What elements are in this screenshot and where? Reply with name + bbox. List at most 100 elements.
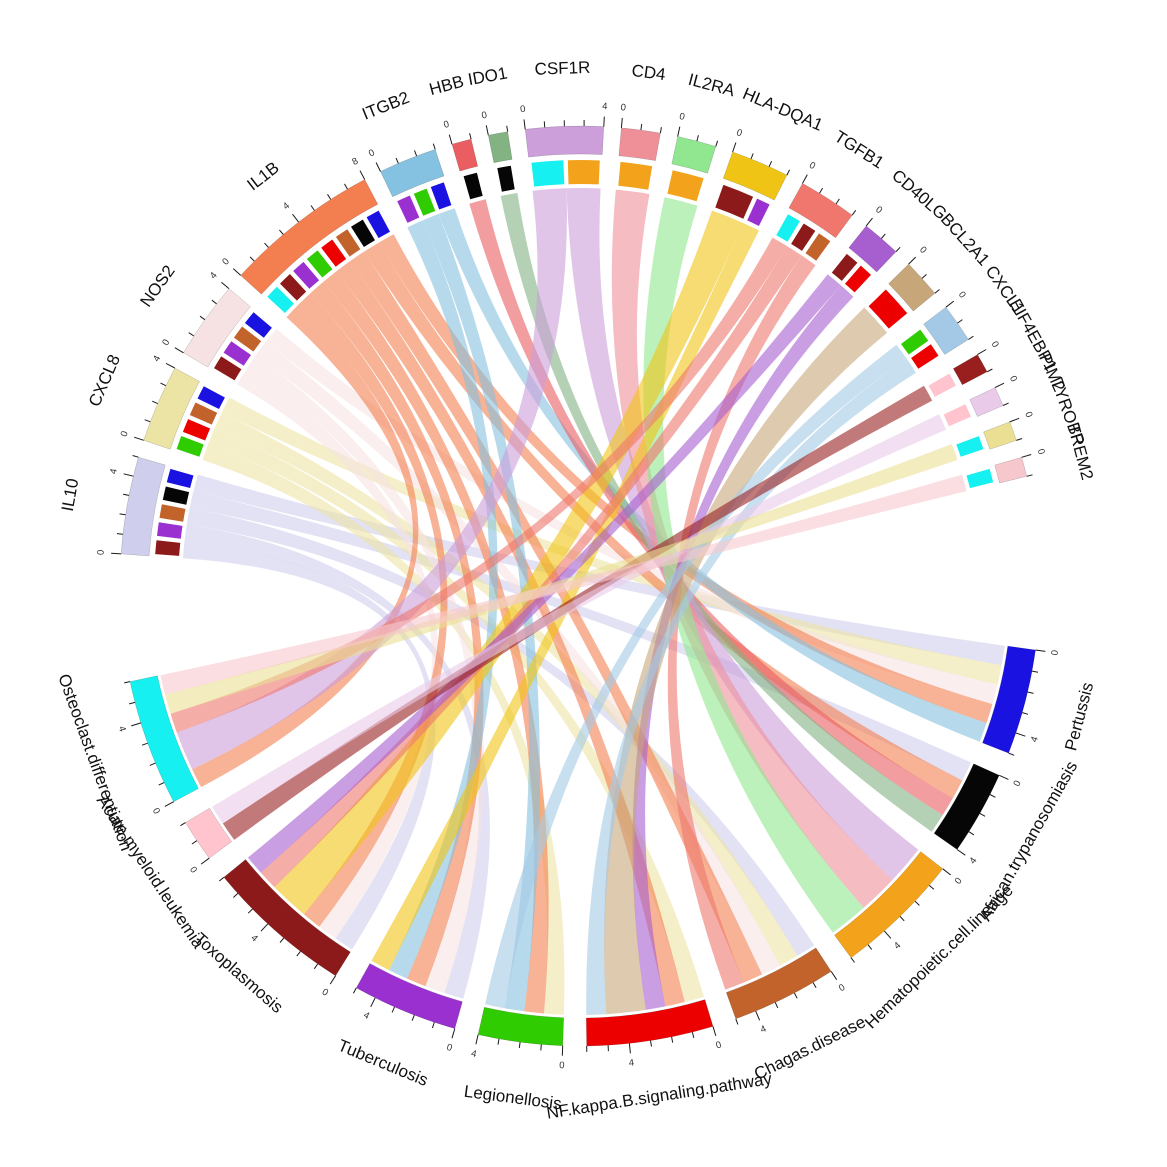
sector-arc-Hematopoietic.cell.lineage (834, 851, 944, 959)
axis-tick (956, 849, 966, 856)
sector-label-CD40LG: CD40LG (888, 166, 950, 224)
axis-tick (292, 213, 299, 223)
axis-tick (191, 840, 198, 845)
block-TGFB1-Toxoplasmosis (791, 223, 816, 251)
axis-tick (165, 362, 176, 369)
block-IL1B-African.trypanosomiasis (351, 219, 375, 247)
axis-tick (199, 315, 206, 321)
gene-pathway-blocks (155, 160, 994, 556)
axis-tick (375, 162, 381, 172)
axis-tick-label: 0 (220, 256, 232, 267)
axis-tick-label: 0 (119, 430, 131, 439)
sector-label-IDO1: IDO1 (466, 63, 508, 89)
axis-tick (986, 368, 993, 373)
ribbon-TREM2-Osteoclast.differentiation (160, 474, 967, 695)
axis-tick (485, 125, 489, 136)
axis-tick (998, 774, 1009, 780)
sector-label-Osteoclast.differentiation: Osteoclast.differentiation (54, 671, 136, 853)
sector-arc-EIF4EBP1 (952, 354, 988, 386)
sector-arc-ITGB2 (380, 149, 445, 198)
axis-tick (327, 194, 332, 200)
axis-tick (414, 150, 418, 157)
axis-tick (370, 997, 376, 1008)
sector-arc-NF.kappa.B.signaling.pathway (586, 999, 714, 1047)
block-IL1B-Chagas.disease (335, 229, 361, 257)
axis-tick (850, 957, 855, 963)
block-IL1B-NF.kappa.B.signaling.pathway (321, 239, 347, 267)
block-NOS2-Toxoplasmosis (214, 356, 242, 381)
axis-tick (774, 1002, 779, 1009)
axis-tick (296, 950, 301, 957)
block-TYROBP-Osteoclast.differentiation (956, 436, 984, 457)
block-IL1B-Tuberculosis (293, 261, 320, 289)
chord-ribbons (160, 187, 1005, 1015)
axis-tick (1022, 712, 1029, 715)
axis-tick (1027, 691, 1034, 694)
sector-arc-PIM2 (969, 387, 1004, 417)
axis-tick (475, 1034, 479, 1045)
axis-tick-label: 0 (481, 110, 488, 122)
axis-tick (677, 126, 681, 137)
axis-tick-label: 4 (151, 354, 163, 364)
axis-tick (793, 992, 798, 999)
axis-tick (628, 1043, 631, 1054)
axis-tick (359, 170, 366, 180)
axis-tick (518, 1042, 521, 1049)
axis-tick (344, 183, 348, 190)
sector-label-TREM2: TREM2 (1064, 421, 1097, 482)
axis-tick-label: 0 (160, 338, 172, 348)
axis-tick (750, 153, 754, 160)
axis-tick (989, 794, 996, 798)
axis-tick-label: 0 (320, 987, 330, 999)
axis-tick (180, 822, 186, 827)
axis-tick (899, 916, 905, 922)
axis-tick-label: 0 (620, 102, 626, 113)
axis-tick-label: 0 (956, 290, 968, 301)
block-IL10-Chagas.disease (159, 504, 186, 522)
axis-tick (160, 382, 167, 387)
block-CXCL1-NF.kappa.B.signaling.pathway (911, 344, 939, 369)
axis-tick (835, 198, 840, 205)
axis-tick-label: 0 (807, 160, 817, 172)
sector-label-NF.kappa.B.signaling.pathway: NF.kappa.B.signaling.pathway (545, 1069, 773, 1123)
ribbon-IL10-Pertussis (193, 474, 1005, 666)
block-PIM2-Acute.myeloid.leukemia (943, 404, 971, 427)
axis-tick (124, 681, 131, 684)
axis-tick-label: 0 (1050, 649, 1062, 656)
block-ITGB2-Legionellosis (413, 188, 436, 216)
ribbon-IL2RA-Hematopoietic.cell.lineage (643, 197, 864, 933)
axis-tick (279, 229, 284, 235)
sector-arc-Toxoplasmosis (223, 859, 351, 977)
axis-tick (650, 1040, 652, 1047)
axis-tick-label: 4 (208, 270, 220, 281)
axis-tick (942, 868, 952, 876)
block-CSF1R-Osteoclast.differentiation (531, 160, 565, 187)
axis-tick (129, 701, 136, 705)
block-CD4-Hematopoietic.cell.lineage (618, 161, 653, 190)
sector-arc-Chagas.disease (725, 947, 832, 1020)
axis-tick-label: 0 (150, 806, 162, 816)
axis-tick (249, 256, 255, 262)
block-CD40LG-NF.kappa.B.signaling.pathway (845, 265, 871, 293)
axis-tick (715, 140, 719, 147)
sector-arc-Acute.myeloid.leukemia (185, 807, 233, 859)
axis-tick-label: 0 (678, 111, 686, 123)
axis-tick-label: 4 (361, 1010, 371, 1022)
axis-tick (451, 1028, 456, 1039)
axis-tick-label: 4 (892, 940, 903, 952)
block-CSF1R-Hematopoietic.cell.lineage (567, 160, 600, 185)
axis-tick (1032, 670, 1039, 673)
sector-label-IL2RA: IL2RA (686, 70, 737, 101)
block-TGFB1-Osteoclast.differentiation (776, 214, 800, 242)
sector-label-IL10: IL10 (58, 477, 83, 513)
axis-tick (640, 124, 643, 131)
axis-tick (391, 1006, 395, 1013)
ribbon-ITGB2-Legionellosis (422, 213, 540, 1012)
axis-tick-label: 4 (470, 1048, 478, 1060)
sector-label-CD4: CD4 (631, 61, 667, 84)
axis-tick-label: 0 (96, 549, 107, 555)
axis-tick-label: 0 (1035, 448, 1047, 456)
axis-tick (865, 217, 873, 227)
axis-tick (908, 256, 917, 265)
